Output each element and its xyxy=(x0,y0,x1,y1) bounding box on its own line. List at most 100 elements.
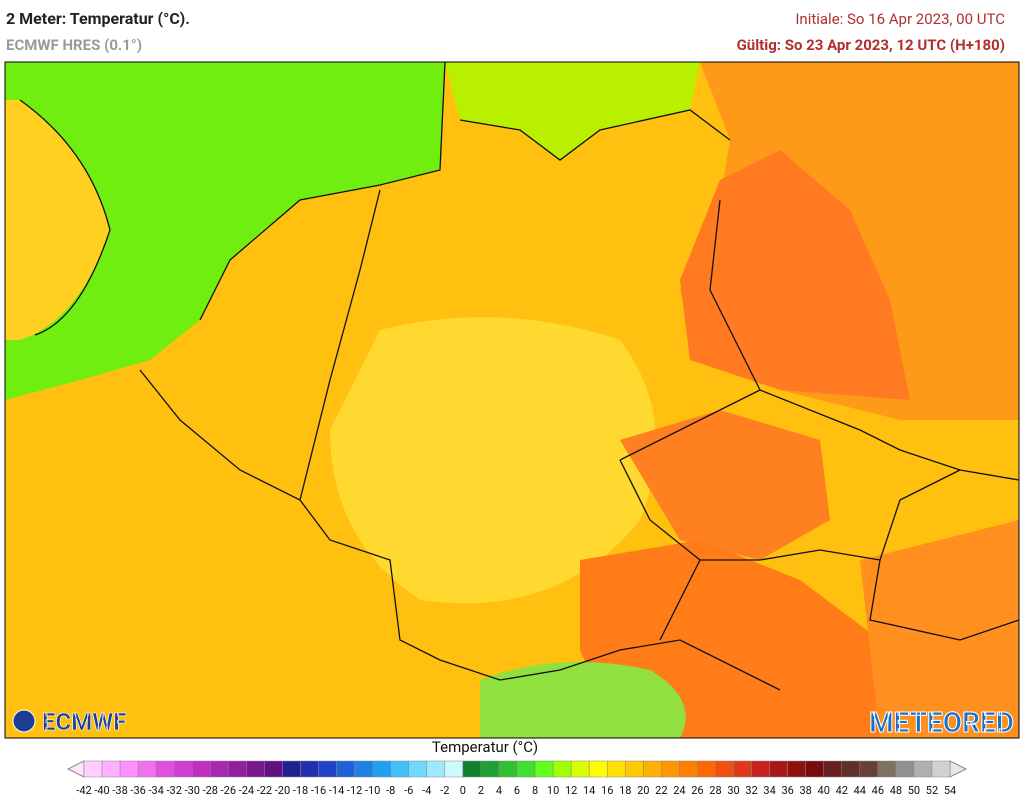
colorbar-swatch xyxy=(101,760,121,778)
colorbar-swatch xyxy=(498,760,518,778)
title: 2 Meter: Temperatur (°C). xyxy=(6,9,190,28)
colorbar-tick-label: 12 xyxy=(565,784,577,797)
colorbar-swatch xyxy=(462,760,482,778)
colorbar-end xyxy=(66,760,85,778)
colorbar-tick-label: 16 xyxy=(601,784,613,797)
colorbar-tick-label: -22 xyxy=(257,784,272,797)
colorbar-swatch xyxy=(643,760,662,778)
colorbar-swatch xyxy=(787,760,806,778)
colorbar-swatch xyxy=(354,760,373,778)
colorbar-tick-label: -38 xyxy=(112,784,127,797)
colorbar-tick-label: -28 xyxy=(203,784,218,797)
colorbar-tick-label: 32 xyxy=(745,784,757,797)
colorbar-swatch xyxy=(318,760,337,778)
colorbar-tick-label: -42 xyxy=(76,784,91,797)
colorbar-swatch xyxy=(246,760,265,778)
colorbar-tick-label: 2 xyxy=(478,784,484,797)
colorbar-swatch xyxy=(426,760,446,778)
initial-time: Initiale: So 16 Apr 2023, 00 UTC xyxy=(795,10,1005,28)
colorbar-swatch xyxy=(805,760,824,778)
colorbar-tick-label: 8 xyxy=(532,784,538,797)
meteored-logo: METEORED xyxy=(869,706,1014,739)
colorbar-tick-label: 48 xyxy=(890,784,902,797)
colorbar-swatch xyxy=(606,760,626,778)
colorbar-swatch xyxy=(625,760,644,778)
colorbar-end xyxy=(949,760,968,778)
ecmwf-logo: ECMWF xyxy=(42,708,126,736)
colorbar-swatch xyxy=(931,760,951,778)
map: ECMWF METEORED xyxy=(4,61,1020,740)
colorbar-swatch xyxy=(679,760,698,778)
colorbar-tick-label: -36 xyxy=(130,784,145,797)
colorbar-swatch xyxy=(155,760,175,778)
colorbar-tick-label: 6 xyxy=(514,784,520,797)
colorbar-swatch xyxy=(877,760,897,778)
colorbar-swatch xyxy=(228,760,247,778)
colorbar-swatch xyxy=(895,760,915,778)
colorbar-swatch xyxy=(264,760,283,778)
colorbar-swatch xyxy=(210,760,229,778)
colorbar-swatch xyxy=(697,760,716,778)
valid-time: Gültig: So 23 Apr 2023, 12 UTC (H+180) xyxy=(737,36,1005,54)
colorbar-tick-label: 18 xyxy=(619,784,631,797)
colorbar-swatch xyxy=(372,760,391,778)
subtitle: ECMWF HRES (0.1°) xyxy=(6,36,142,54)
colorbar-tick-label: -30 xyxy=(185,784,200,797)
colorbar-swatch xyxy=(480,760,500,778)
colorbar-swatch xyxy=(534,760,554,778)
colorbar-swatch xyxy=(119,760,139,778)
colorbar-tick-label: 14 xyxy=(583,784,595,797)
colorbar-swatch xyxy=(390,760,410,778)
colorbar-tick-label: -2 xyxy=(440,784,449,797)
colorbar-tick-label: 34 xyxy=(763,784,775,797)
colorbar-tick-label: -18 xyxy=(293,784,308,797)
colorbar-tick-label: 54 xyxy=(944,784,956,797)
colorbar-swatch xyxy=(751,760,770,778)
colorbar-swatch xyxy=(173,760,193,778)
colorbar-tick-label: 42 xyxy=(836,784,848,797)
colorbar-tick-label: 0 xyxy=(460,784,466,797)
colorbar-swatch xyxy=(282,760,301,778)
colorbar-tick-label: 22 xyxy=(655,784,667,797)
colorbar-swatch xyxy=(733,760,752,778)
colorbar-tick-label: -10 xyxy=(365,784,380,797)
colorbar-tick-label: 10 xyxy=(547,784,559,797)
colorbar-swatch xyxy=(823,760,842,778)
colorbar-tick-label: 20 xyxy=(637,784,649,797)
colorbar-swatch xyxy=(444,760,464,778)
colorbar-tick-label: 40 xyxy=(818,784,830,797)
colorbar-tick-label: -20 xyxy=(275,784,290,797)
colorbar-tick-label: 50 xyxy=(908,784,920,797)
colorbar-tick-label: -32 xyxy=(167,784,182,797)
colorbar-swatch xyxy=(552,760,572,778)
colorbar-swatch xyxy=(300,760,319,778)
colorbar-tick-label: -12 xyxy=(347,784,362,797)
colorbar-swatch xyxy=(83,760,103,778)
colorbar-swatch xyxy=(769,760,788,778)
colorbar-tick-label: -4 xyxy=(422,784,431,797)
colorbar-swatch xyxy=(516,760,536,778)
colorbar-tick-label: -6 xyxy=(404,784,413,797)
colorbar-tick-label: 36 xyxy=(781,784,793,797)
colorbar-tick-label: 30 xyxy=(727,784,739,797)
colorbar-swatch xyxy=(661,760,680,778)
colorbar-swatch xyxy=(192,760,211,778)
colorbar-tick-label: 4 xyxy=(496,784,502,797)
colorbar-swatch xyxy=(859,760,879,778)
legend-title: Temperatur (°C) xyxy=(432,738,538,756)
colorbar-tick-label: -34 xyxy=(148,784,163,797)
colorbar-tick-label: 52 xyxy=(926,784,938,797)
colorbar-tick-label: 46 xyxy=(872,784,884,797)
colorbar-swatch xyxy=(408,760,428,778)
colorbar-tick-label: 26 xyxy=(691,784,703,797)
colorbar-tick-label: -8 xyxy=(386,784,395,797)
colorbar-swatch xyxy=(913,760,933,778)
colorbar-swatch xyxy=(336,760,355,778)
colorbar-tick-label: 24 xyxy=(673,784,685,797)
map-frame xyxy=(4,61,1020,739)
colorbar-tick-label: -14 xyxy=(329,784,344,797)
colorbar-tick-label: 44 xyxy=(854,784,866,797)
colorbar: -42 -40 -38 -36 -34 -32 -30 -28 -26 -24 -22 -20 -18-… xyxy=(66,760,968,797)
